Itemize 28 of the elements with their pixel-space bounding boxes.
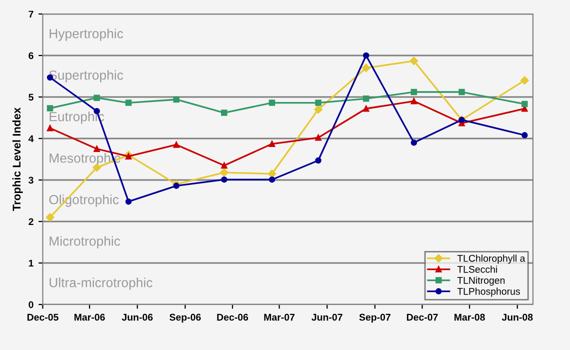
x-tick-label: Dec-06: [217, 314, 248, 321]
y-tick-label: 7: [28, 10, 34, 18]
x-tick-label: Jun-06: [122, 314, 153, 321]
y-axis-title: Trophic Level Index: [12, 107, 23, 211]
legend-label: TLSecchi: [457, 266, 497, 273]
x-tick-label: Mar-06: [74, 314, 105, 321]
annotation: Supertrophic: [49, 70, 124, 82]
y-tick-label: 5: [28, 94, 34, 101]
y-tick-label: 3: [28, 176, 34, 184]
legend-label: TLChlorophyll a: [457, 254, 526, 264]
annotation: Hypertrophic: [50, 28, 124, 41]
x-tick-label: Mar-07: [264, 314, 295, 321]
y-tick-label: 1: [28, 260, 34, 267]
legend-label: TLNitrogen: [457, 276, 505, 286]
x-tick-label: Sep-07: [359, 314, 390, 323]
x-tick-label: Jun-08: [502, 314, 533, 321]
x-tick-label: Jun-07: [312, 314, 342, 321]
legend-label: TLPhosphorus: [457, 288, 520, 297]
annotation: Ultra-microtrophic: [50, 278, 152, 290]
y-tick-label: 4: [28, 135, 34, 142]
x-tick-label: Sep-06: [170, 314, 201, 323]
annotation: Microtrophic: [50, 236, 120, 248]
x-tick-label: Mar-08: [454, 314, 485, 321]
x-tick-label: Dec-05: [27, 314, 58, 321]
y-tick-label: 0: [28, 301, 34, 308]
x-tick-label: Dec-07: [406, 314, 438, 321]
y-tick-label: 2: [28, 218, 34, 226]
y-tick-label: 6: [28, 52, 34, 60]
